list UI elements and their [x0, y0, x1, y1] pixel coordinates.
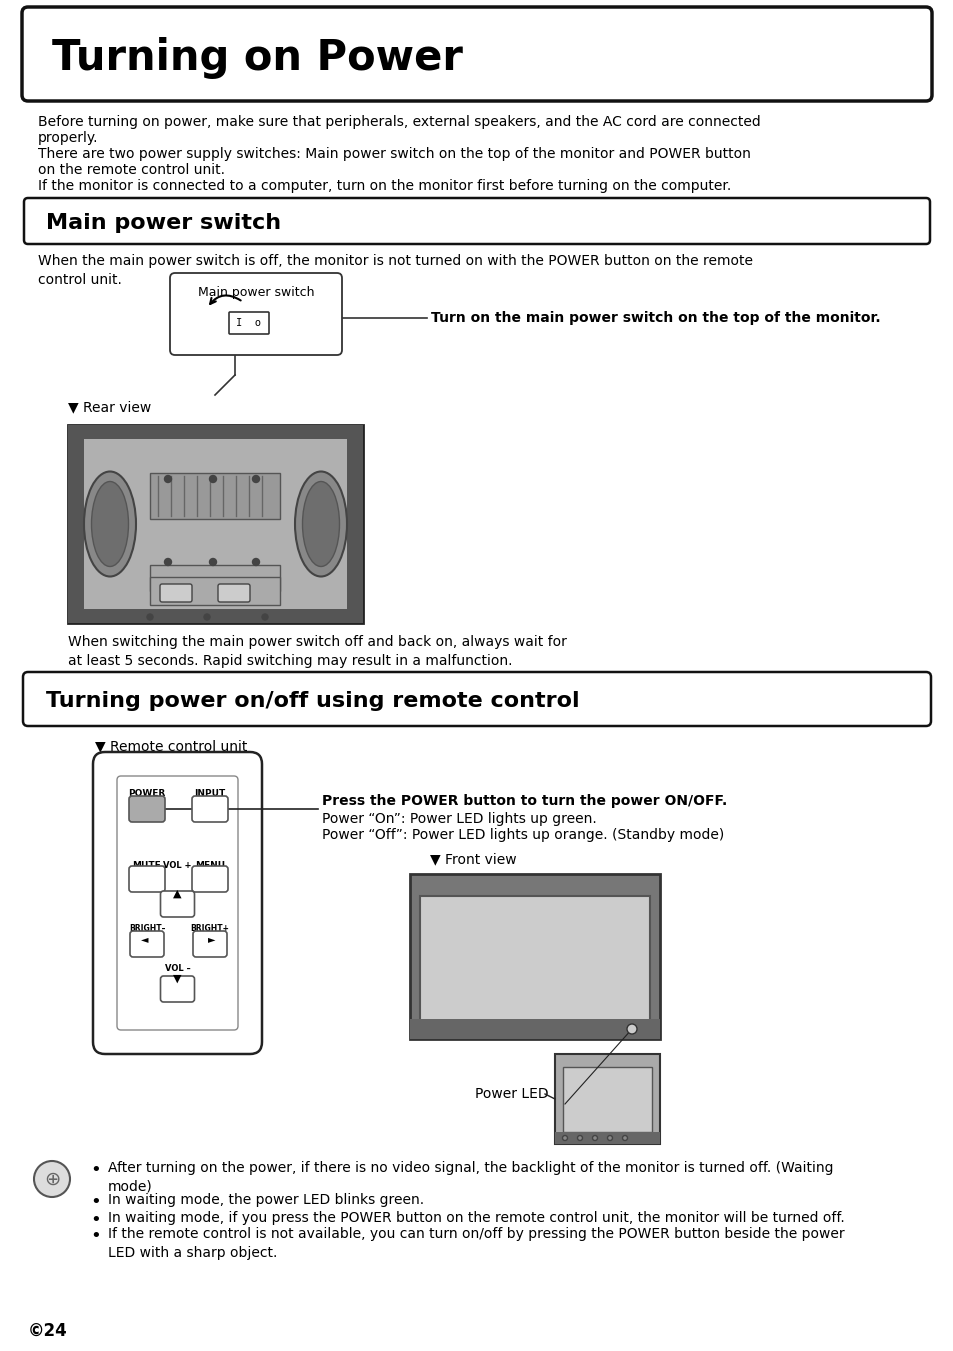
- Ellipse shape: [84, 471, 136, 577]
- Text: Main power switch: Main power switch: [46, 213, 281, 232]
- FancyBboxPatch shape: [129, 796, 165, 821]
- Text: Power LED: Power LED: [475, 1088, 548, 1101]
- FancyBboxPatch shape: [23, 671, 930, 725]
- FancyBboxPatch shape: [229, 312, 269, 334]
- Text: Power “On”: Power LED lights up green.: Power “On”: Power LED lights up green.: [322, 812, 597, 825]
- Text: ◄: ◄: [141, 934, 149, 944]
- Bar: [68, 426, 84, 623]
- Text: Main power switch: Main power switch: [197, 286, 314, 299]
- Text: Turning on Power: Turning on Power: [52, 36, 462, 78]
- Circle shape: [253, 476, 259, 482]
- Circle shape: [34, 1161, 70, 1197]
- Text: properly.: properly.: [38, 131, 98, 145]
- Text: Press the POWER button to turn the power ON/OFF.: Press the POWER button to turn the power…: [322, 794, 726, 808]
- FancyBboxPatch shape: [192, 866, 228, 892]
- Bar: [555, 1132, 659, 1144]
- FancyBboxPatch shape: [92, 753, 262, 1054]
- Circle shape: [622, 1135, 627, 1140]
- Bar: [410, 1019, 659, 1039]
- Text: MUTE: MUTE: [132, 861, 161, 870]
- Text: When the main power switch is off, the monitor is not turned on with the POWER b: When the main power switch is off, the m…: [38, 254, 752, 288]
- Circle shape: [164, 476, 172, 482]
- Text: ►: ►: [208, 934, 215, 944]
- Bar: [68, 426, 363, 623]
- Bar: [68, 609, 363, 623]
- Text: BRIGHT+: BRIGHT+: [191, 924, 230, 934]
- FancyBboxPatch shape: [193, 931, 227, 957]
- Text: ▲: ▲: [173, 889, 182, 898]
- Text: In waiting mode, the power LED blinks green.: In waiting mode, the power LED blinks gr…: [108, 1193, 424, 1206]
- Circle shape: [592, 1135, 597, 1140]
- Text: on the remote control unit.: on the remote control unit.: [38, 163, 225, 177]
- FancyBboxPatch shape: [555, 1054, 659, 1144]
- Bar: [68, 426, 363, 439]
- Text: After turning on the power, if there is no video signal, the backlight of the mo: After turning on the power, if there is …: [108, 1161, 833, 1194]
- Text: POWER: POWER: [129, 789, 166, 798]
- Text: ▼ Remote control unit: ▼ Remote control unit: [95, 739, 247, 753]
- Text: ▼ Rear view: ▼ Rear view: [68, 400, 152, 413]
- Text: When switching the main power switch off and back on, always wait for
at least 5: When switching the main power switch off…: [68, 635, 566, 669]
- Text: •: •: [90, 1227, 101, 1246]
- Text: If the monitor is connected to a computer, turn on the monitor first before turn: If the monitor is connected to a compute…: [38, 178, 731, 193]
- Circle shape: [607, 1135, 612, 1140]
- FancyBboxPatch shape: [192, 796, 228, 821]
- Circle shape: [147, 613, 152, 620]
- Text: VOL –: VOL –: [165, 965, 191, 973]
- Circle shape: [210, 476, 216, 482]
- Text: Turn on the main power switch on the top of the monitor.: Turn on the main power switch on the top…: [431, 311, 880, 326]
- Circle shape: [204, 613, 210, 620]
- FancyBboxPatch shape: [170, 273, 341, 355]
- Bar: [150, 565, 280, 590]
- Ellipse shape: [302, 481, 339, 566]
- Text: ▼ Front view: ▼ Front view: [430, 852, 517, 866]
- Bar: [562, 1067, 651, 1132]
- Circle shape: [262, 613, 268, 620]
- Text: ©24: ©24: [28, 1323, 68, 1340]
- Text: VOL +: VOL +: [163, 861, 192, 870]
- Text: Before turning on power, make sure that peripherals, external speakers, and the : Before turning on power, make sure that …: [38, 115, 760, 128]
- Bar: [150, 473, 280, 519]
- FancyBboxPatch shape: [160, 584, 192, 603]
- FancyBboxPatch shape: [160, 975, 194, 1002]
- Ellipse shape: [294, 471, 347, 577]
- FancyBboxPatch shape: [130, 931, 164, 957]
- Bar: [419, 896, 649, 1029]
- FancyBboxPatch shape: [129, 866, 165, 892]
- Text: I  o: I o: [236, 317, 261, 328]
- Text: Turning power on/off using remote control: Turning power on/off using remote contro…: [46, 690, 579, 711]
- Text: •: •: [90, 1193, 101, 1210]
- FancyBboxPatch shape: [218, 584, 250, 603]
- Circle shape: [164, 558, 172, 566]
- Text: There are two power supply switches: Main power switch on the top of the monitor: There are two power supply switches: Mai…: [38, 147, 750, 161]
- Text: ▼: ▼: [173, 974, 182, 984]
- Bar: [150, 577, 280, 605]
- Text: •: •: [90, 1210, 101, 1229]
- Text: •: •: [90, 1161, 101, 1179]
- Circle shape: [253, 558, 259, 566]
- FancyBboxPatch shape: [160, 892, 194, 917]
- Text: BRIGHT–: BRIGHT–: [129, 924, 165, 934]
- Bar: [347, 426, 363, 623]
- Text: MENU: MENU: [194, 861, 225, 870]
- Text: In waiting mode, if you press the POWER button on the remote control unit, the m: In waiting mode, if you press the POWER …: [108, 1210, 843, 1225]
- Text: Power “Off”: Power LED lights up orange. (Standby mode): Power “Off”: Power LED lights up orange.…: [322, 828, 723, 842]
- Ellipse shape: [91, 481, 129, 566]
- Text: ⊕: ⊕: [44, 1170, 60, 1189]
- FancyBboxPatch shape: [117, 775, 237, 1029]
- Circle shape: [577, 1135, 582, 1140]
- Bar: [410, 874, 659, 1039]
- FancyBboxPatch shape: [22, 7, 931, 101]
- Text: INPUT: INPUT: [194, 789, 226, 798]
- Text: If the remote control is not available, you can turn on/off by pressing the POWE: If the remote control is not available, …: [108, 1227, 843, 1260]
- Circle shape: [210, 558, 216, 566]
- Circle shape: [626, 1024, 637, 1034]
- FancyBboxPatch shape: [24, 199, 929, 245]
- Circle shape: [562, 1135, 567, 1140]
